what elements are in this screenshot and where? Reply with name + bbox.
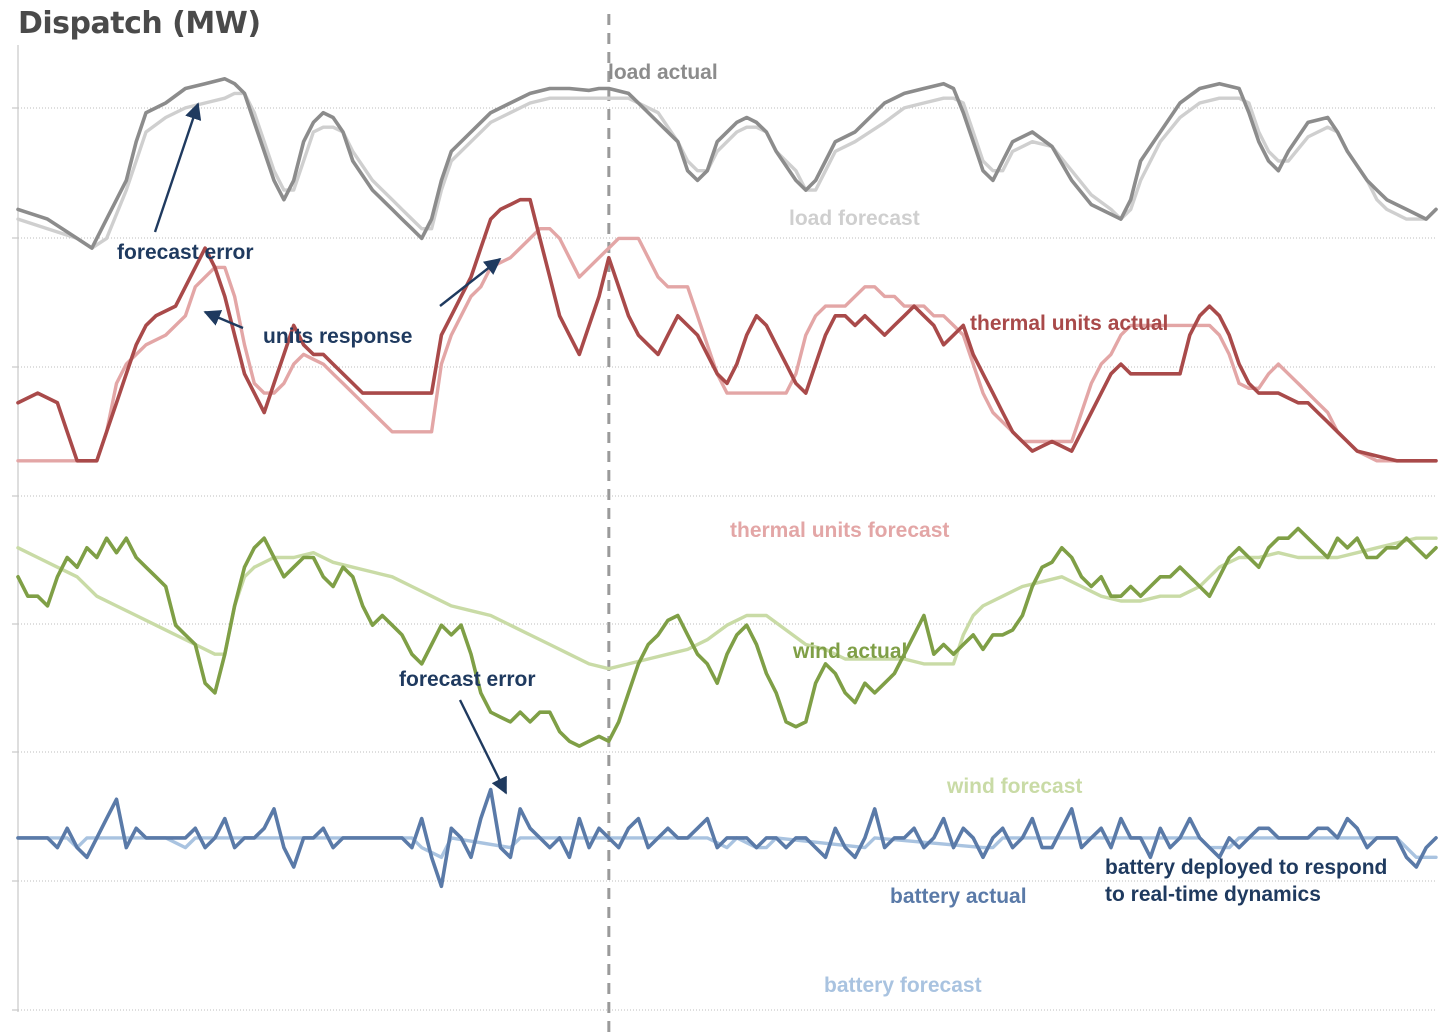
- label-load-forecast: load forecast: [789, 207, 920, 230]
- label-thermal-units-actual: thermal units actual: [970, 312, 1168, 335]
- chart-title: Dispatch (MW): [18, 6, 261, 41]
- annotation-arrow-1: [203, 310, 244, 330]
- series-wind-forecast: [16, 536, 1438, 671]
- label-battery-forecast: battery forecast: [824, 974, 982, 997]
- label-forecast-error: forecast error: [399, 668, 536, 691]
- label-units-response: units response: [263, 325, 412, 348]
- label-wind-forecast: wind forecast: [946, 775, 1082, 798]
- series-load-forecast: [16, 91, 1438, 250]
- series-thermal-actual: [16, 197, 1438, 463]
- label-wind-actual: wind actual: [792, 640, 907, 663]
- series-battery-actual: [16, 787, 1438, 889]
- inline-labels: load actual load forecast forecast error un…: [117, 61, 1387, 997]
- label-to-real-time-dynamics: to real-time dynamics: [1105, 883, 1321, 906]
- annotation-arrow-2: [439, 257, 502, 307]
- series-load-actual: [16, 77, 1438, 250]
- label-thermal-units-forecast: thermal units forecast: [730, 519, 949, 542]
- annotation-arrow-0: [153, 102, 202, 233]
- label-load-actual: load actual: [608, 61, 718, 84]
- label-battery-actual: battery actual: [890, 885, 1027, 908]
- annotation-arrows: [153, 102, 508, 795]
- label-forecast-error: forecast error: [117, 241, 254, 264]
- label-battery-deployed-to-respond: battery deployed to respond: [1105, 856, 1387, 879]
- series-wind-actual: [16, 526, 1438, 748]
- series-lines: [16, 77, 1438, 889]
- annotation-arrow-3: [458, 699, 508, 795]
- series-thermal-forecast: [16, 227, 1438, 463]
